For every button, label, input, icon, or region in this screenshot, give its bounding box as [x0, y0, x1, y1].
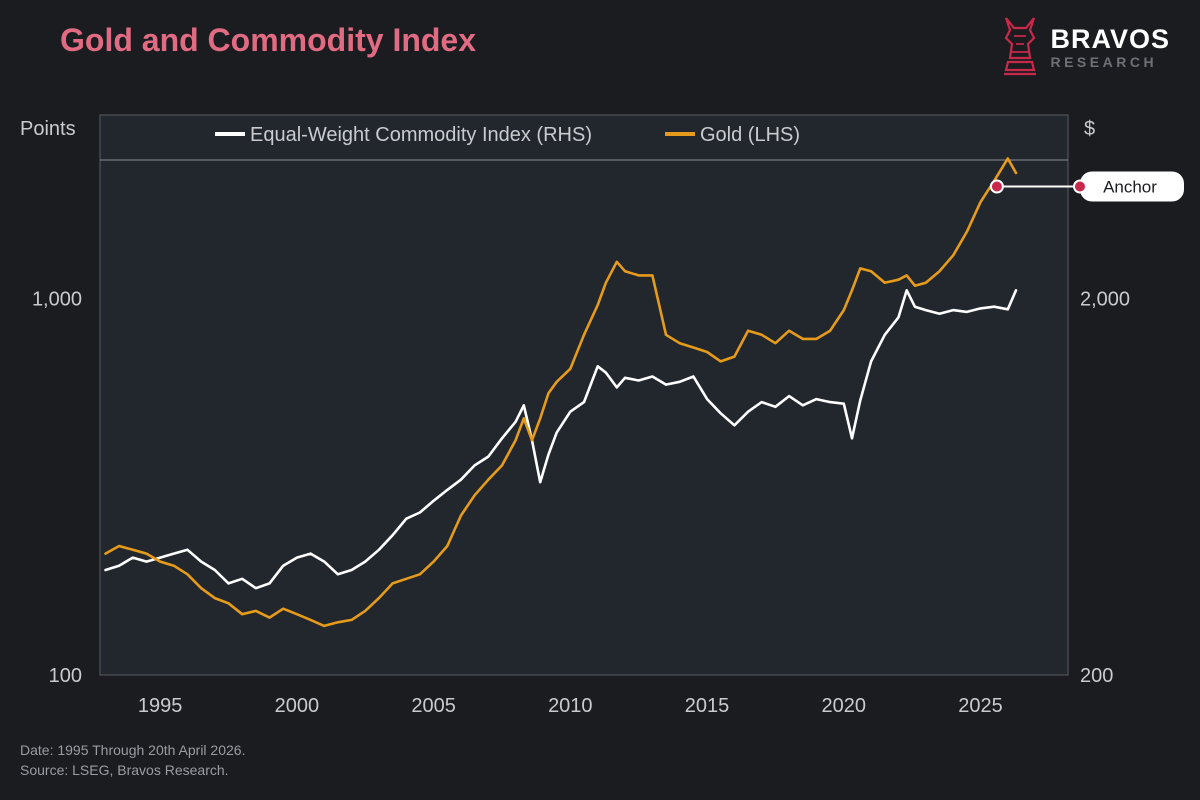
plot-background	[99, 114, 1069, 676]
source-note: Source: LSEG, Bravos Research.	[20, 762, 229, 778]
legend-label-gold: Gold (LHS)	[700, 124, 800, 146]
x-tick-label: 2015	[685, 695, 730, 717]
right-axis-unit: $	[1084, 118, 1096, 140]
legend: Equal-Weight Commodity Index (RHS) Gold …	[215, 124, 800, 146]
left-axis-ticks: 100 1,000	[32, 288, 82, 687]
left-axis-unit: Points	[20, 118, 76, 140]
commodity-index-line	[104, 288, 1018, 590]
left-tick-label: 1,000	[32, 288, 82, 310]
legend-label-commodity: Equal-Weight Commodity Index (RHS)	[250, 124, 592, 146]
brand-subtitle: RESEARCH	[1050, 54, 1158, 70]
right-tick-label: 200	[1080, 665, 1113, 687]
annotation-layer: Anchor	[989, 171, 1184, 202]
left-tick-label: 100	[49, 665, 82, 687]
anchor-label: Anchor	[1103, 178, 1157, 197]
chart-title: Gold and Commodity Index	[60, 22, 477, 58]
anchor-marker-point	[989, 179, 1004, 194]
date-note: Date: 1995 Through 20th April 2026.	[20, 742, 246, 758]
x-tick-label: 2000	[275, 695, 320, 717]
brand-logo: BRAVOS RESEARCH	[1000, 14, 1170, 80]
gold-line	[104, 157, 1018, 628]
x-axis-ticks: 1995 2000 2005 2010 2015 2020 2025	[138, 695, 1003, 717]
bull-knight-icon	[1004, 17, 1037, 76]
series-layer	[104, 157, 1018, 628]
x-tick-label: 2010	[548, 695, 593, 717]
x-tick-label: 2005	[411, 695, 456, 717]
brand-name: BRAVOS	[1050, 24, 1170, 54]
x-tick-label: 1995	[138, 695, 183, 717]
anchor-label-box	[1080, 171, 1184, 202]
x-tick-label: 2025	[958, 695, 1003, 717]
footer-notes: Date: 1995 Through 20th April 2026. Sour…	[20, 740, 245, 780]
right-tick-label: 2,000	[1080, 288, 1130, 310]
x-tick-label: 2020	[822, 695, 867, 717]
anchor-label-dot	[1073, 179, 1087, 194]
right-axis-ticks: 200 2,000	[1080, 288, 1130, 687]
